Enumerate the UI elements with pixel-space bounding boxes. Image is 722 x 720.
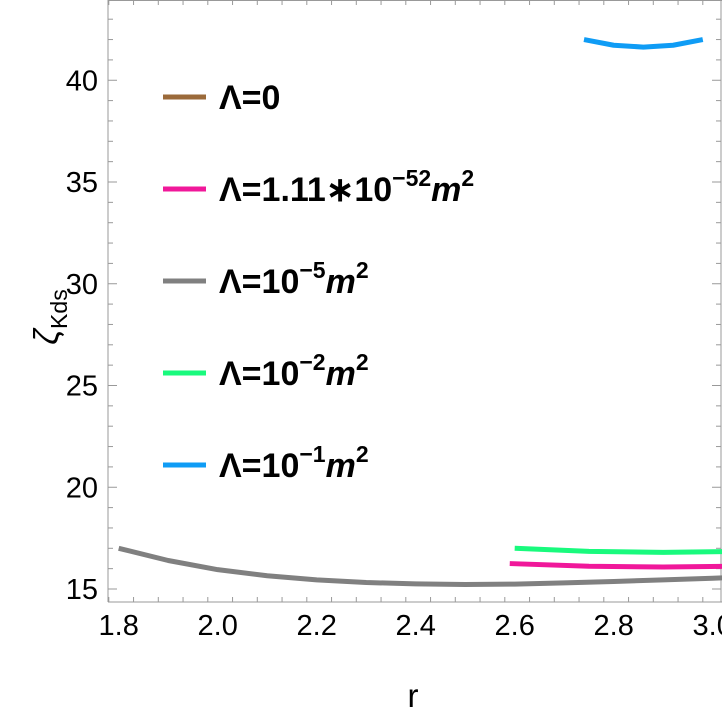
- legend-label-base: Λ=10: [219, 263, 299, 301]
- legend-label: Λ=10−5m2: [219, 257, 369, 301]
- y-tick-label: 35: [66, 167, 98, 199]
- legend-label-unit-exponent: 2: [356, 349, 369, 375]
- y-axis-title-sub: Kds: [46, 289, 72, 329]
- x-axis-title: r: [408, 677, 419, 714]
- legend-label: Λ=0: [219, 79, 280, 117]
- legend-label-unit-exponent: 2: [356, 257, 369, 283]
- series-line: [583, 37, 704, 50]
- plot-frame: [107, 0, 722, 603]
- x-tick-label: 2.0: [198, 610, 238, 642]
- series-line: [514, 545, 722, 555]
- legend-label-exponent: −5: [299, 257, 325, 283]
- x-tick-label: 2.8: [594, 610, 634, 642]
- legend-label-exponent: −2: [299, 349, 325, 375]
- legend-label: Λ=10−1m2: [219, 441, 369, 485]
- y-axis-title-main: ζ: [28, 327, 66, 345]
- legend-label-unit: m: [326, 355, 356, 393]
- legend-label-exponent: −52: [392, 165, 431, 191]
- x-tick-label: 1.8: [99, 610, 139, 642]
- legend-label: Λ=10−2m2: [219, 349, 369, 393]
- y-tick-label: 20: [66, 472, 98, 504]
- legend-label-unit-exponent: 2: [356, 441, 369, 467]
- series-line: [118, 545, 722, 588]
- y-tick-label: 25: [66, 371, 98, 403]
- axis-titles: r ζKds: [28, 289, 419, 714]
- series-line: [509, 561, 722, 570]
- x-tick-label: 2.6: [495, 610, 535, 642]
- legend-label-base: Λ=1.11∗10: [219, 171, 392, 209]
- x-tick-label: 3.0: [693, 610, 722, 642]
- legend-label-unit: m: [431, 171, 461, 209]
- axis-ticks: 1.82.02.22.42.62.83.03.2152025303540: [66, 0, 722, 642]
- legend: Λ=0Λ=1.11∗10−52m2Λ=10−5m2Λ=10−2m2Λ=10−1m…: [163, 79, 474, 485]
- y-tick-label: 15: [66, 574, 98, 606]
- legend-label-unit: m: [326, 263, 356, 301]
- legend-label-base: Λ=10: [219, 355, 299, 393]
- x-tick-label: 2.2: [297, 610, 337, 642]
- legend-label-exponent: −1: [299, 441, 325, 467]
- legend-label-base: Λ=10: [219, 447, 299, 485]
- legend-label-unit: m: [326, 447, 356, 485]
- legend-label: Λ=1.11∗10−52m2: [219, 165, 474, 209]
- x-tick-label: 2.4: [396, 610, 436, 642]
- legend-label-base: Λ=0: [219, 79, 280, 117]
- y-axis-title: ζKds: [28, 289, 72, 344]
- legend-label-unit-exponent: 2: [461, 165, 474, 191]
- y-tick-label: 30: [66, 269, 98, 301]
- series-lines: [118, 37, 722, 588]
- y-tick-label: 40: [66, 65, 98, 97]
